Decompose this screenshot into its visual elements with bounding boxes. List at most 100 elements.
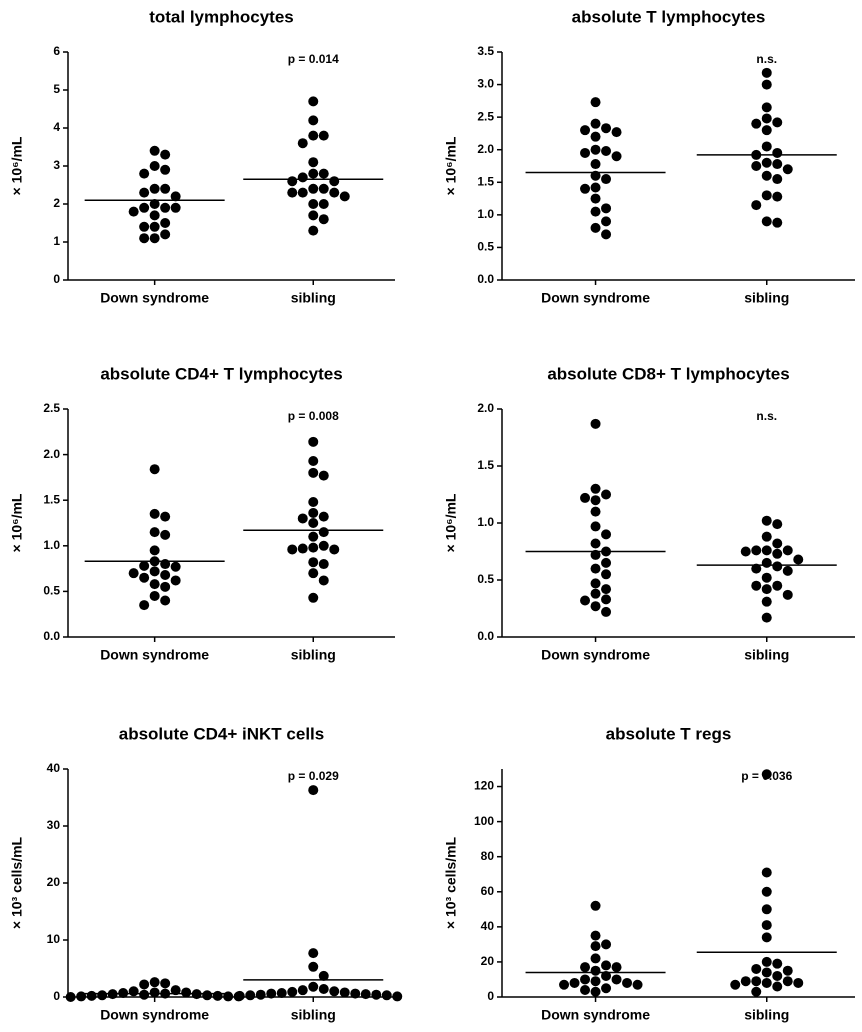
data-point (761, 584, 772, 595)
data-point (590, 495, 601, 506)
data-point (772, 970, 783, 981)
data-point (761, 920, 772, 931)
data-point (287, 986, 298, 997)
annotation: p = 0.029 (288, 769, 339, 783)
data-point (308, 557, 319, 568)
y-tick-label: 120 (474, 779, 494, 793)
data-point (611, 974, 622, 985)
annotation: p = 0.008 (288, 409, 339, 423)
data-point (160, 559, 171, 570)
data-point (590, 97, 601, 108)
data-point (601, 203, 612, 214)
data-point (580, 595, 591, 606)
x-tick-label: Down syndrome (100, 647, 209, 663)
data-point (590, 953, 601, 964)
annotation: n.s. (756, 409, 777, 423)
data-point (149, 579, 160, 590)
y-tick-label: 1.5 (477, 174, 494, 188)
chart-title: total lymphocytes (149, 7, 294, 26)
data-point (782, 965, 793, 976)
data-point (751, 580, 762, 591)
data-point (160, 581, 171, 592)
y-tick-label: 6 (53, 44, 60, 58)
data-point (308, 157, 319, 168)
data-point (601, 123, 612, 134)
chart-title: absolute T regs (606, 724, 732, 743)
data-point (601, 529, 612, 540)
data-point (761, 515, 772, 526)
data-point (761, 79, 772, 90)
data-point (569, 977, 580, 988)
data-point (360, 989, 371, 1000)
data-point (601, 489, 612, 500)
data-point (590, 578, 601, 589)
data-point (139, 168, 150, 179)
data-point (730, 979, 741, 990)
data-point (782, 164, 793, 175)
data-point (86, 990, 97, 1001)
data-point (611, 962, 622, 973)
y-axis-label: × 10⁶/mL (443, 493, 459, 552)
y-tick-label: 0.5 (43, 584, 60, 598)
data-point (318, 183, 329, 194)
data-point (308, 467, 319, 478)
data-point (793, 554, 804, 565)
x-tick-label: Down syndrome (541, 290, 650, 306)
data-point (601, 229, 612, 240)
data-point (297, 543, 308, 554)
data-point (761, 612, 772, 623)
data-point (318, 559, 329, 570)
data-point (761, 216, 772, 227)
data-point (297, 513, 308, 524)
data-point (590, 986, 601, 997)
data-point (590, 900, 601, 911)
data-point (149, 987, 160, 998)
data-point (308, 507, 319, 518)
data-point (255, 989, 266, 1000)
data-point (318, 540, 329, 551)
data-point (611, 151, 622, 162)
data-point (128, 206, 139, 217)
y-tick-label: 0.5 (477, 240, 494, 254)
data-point (601, 606, 612, 617)
data-point (149, 161, 160, 171)
data-point (139, 572, 150, 583)
data-point (371, 989, 382, 1000)
data-point (234, 990, 245, 1001)
data-point (308, 96, 319, 107)
data-point (318, 130, 329, 141)
data-point (170, 985, 181, 996)
data-point (601, 983, 612, 994)
data-point (590, 549, 601, 560)
data-point (308, 436, 319, 447)
x-tick-label: sibling (291, 647, 336, 663)
data-point (590, 159, 601, 170)
data-point (160, 511, 171, 522)
data-point (149, 199, 160, 209)
x-tick-label: Down syndrome (100, 290, 209, 306)
data-point (601, 584, 612, 595)
data-point (392, 991, 403, 1002)
data-point (318, 527, 329, 538)
data-point (245, 990, 256, 1001)
data-point (318, 511, 329, 522)
data-point (329, 544, 340, 555)
chart-title: absolute CD4+ iNKT cells (119, 724, 324, 743)
data-point (772, 981, 783, 992)
y-tick-label: 1.0 (43, 538, 60, 552)
data-point (590, 118, 601, 129)
data-point (329, 986, 340, 997)
data-point (590, 506, 601, 517)
data-point (761, 596, 772, 607)
data-point (149, 233, 160, 244)
data-point (761, 125, 772, 136)
data-point (590, 418, 601, 429)
data-point (590, 144, 601, 155)
y-tick-label: 20 (481, 954, 495, 968)
data-point (297, 138, 308, 149)
data-point (772, 580, 783, 591)
y-axis-label: × 10³ cells/mL (443, 836, 459, 929)
data-point (181, 987, 192, 998)
data-point (139, 202, 150, 213)
